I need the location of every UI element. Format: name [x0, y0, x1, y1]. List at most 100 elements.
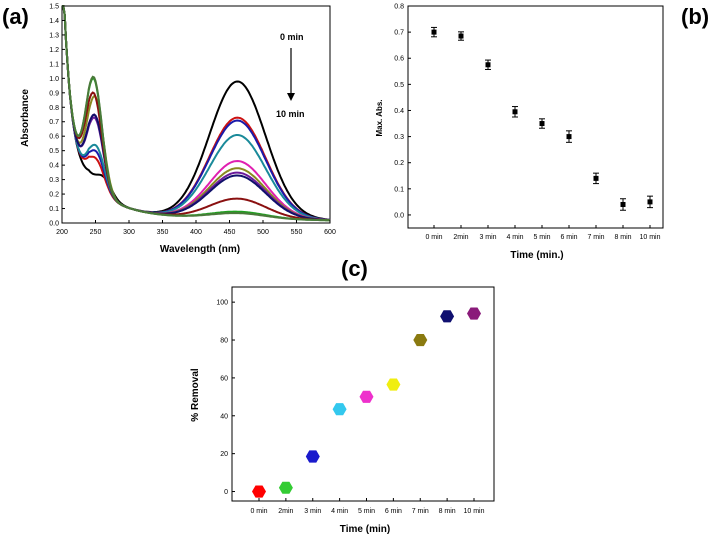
chart-c-xtick-label: 3 min — [304, 508, 321, 515]
chart-b-point — [431, 29, 437, 35]
chart-a-annotation-bottom: 10 min — [276, 109, 305, 119]
chart-b-xtick-label: 4 min — [506, 234, 523, 241]
chart-b-point — [593, 175, 599, 181]
chart-b: 0.0 0.1 0.2 0.3 0.4 0.5 0.6 0.7 0.8 0 min 2min 3 m… — [375, 4, 664, 261]
chart-c-xtick-label: 6 min — [385, 508, 402, 515]
chart-a-xtick-label: 400 — [190, 229, 202, 236]
chart-b-point — [620, 201, 626, 207]
chart-a-ytick-label: 0.4 — [49, 163, 59, 170]
chart-c-xtick-label: 2min — [278, 508, 293, 515]
chart-b-xtick-label: 3 min — [479, 234, 496, 241]
chart-c-ytick-label: 20 — [220, 451, 228, 458]
chart-c-xtick-label: 8 min — [439, 508, 456, 515]
chart-a-xtick-label: 550 — [291, 229, 303, 236]
chart-c-x-ticks: 0 min 2min 3 min 4 min 5 min 6 min 7 min 8 min 1… — [250, 498, 485, 515]
chart-b-point — [512, 109, 518, 115]
chart-c-point — [440, 310, 455, 323]
chart-a-arrow-head — [287, 93, 295, 101]
chart-c-point — [467, 307, 481, 320]
chart-a-ytick-label: 1.0 — [49, 76, 59, 83]
chart-a-xtick-label: 600 — [324, 229, 336, 236]
chart-c-ytick-label: 40 — [220, 413, 228, 420]
chart-b-x-ticks: 0 min 2min 3 min 4 min 5 min 6 min 7 min 8 min 1… — [425, 225, 661, 241]
chart-a-series-line — [62, 5, 331, 221]
chart-b-ytick-label: 0.5 — [394, 82, 404, 89]
panel-label-c: (c) — [341, 256, 368, 281]
chart-a-xtick-label: 300 — [123, 229, 135, 236]
panel-label-a: (a) — [2, 4, 29, 29]
chart-b-xtick-label: 10 min — [639, 234, 660, 241]
chart-a-series-group — [62, 5, 331, 222]
chart-c-point — [359, 390, 374, 403]
chart-c-point — [413, 334, 428, 347]
chart-a-ytick-label: 1.5 — [49, 4, 59, 11]
panel-label-b: (b) — [681, 4, 709, 29]
chart-b-points — [431, 26, 653, 211]
chart-b-ytick-label: 0.7 — [394, 30, 404, 37]
chart-a-annotation-top: 0 min — [280, 32, 304, 42]
chart-a-ytick-label: 0.2 — [49, 192, 59, 199]
chart-a-xtick-label: 200 — [56, 229, 68, 236]
chart-b-xtick-label: 0 min — [425, 234, 442, 241]
chart-c: 0 20 40 60 80 100 0 min 2min 3 min 4 min 5 min 6 m… — [190, 286, 495, 535]
chart-a-ytick-label: 0.6 — [49, 134, 59, 141]
chart-a-ytick-label: 0.7 — [49, 119, 59, 126]
chart-c-y-ticks: 0 20 40 60 80 100 — [216, 300, 235, 496]
chart-a-ytick-label: 1.2 — [49, 47, 59, 54]
chart-b-point — [539, 121, 545, 127]
chart-c-xtick-label: 10 min — [463, 508, 484, 515]
chart-c-ytick-label: 100 — [216, 300, 228, 307]
chart-c-xtick-label: 5 min — [358, 508, 375, 515]
chart-b-point — [566, 134, 572, 140]
chart-a-ytick-label: 0.0 — [49, 221, 59, 228]
chart-c-xtick-label: 7 min — [412, 508, 429, 515]
chart-c-point — [252, 485, 266, 498]
chart-b-xtick-label: 7 min — [587, 234, 604, 241]
chart-a-xtick-label: 500 — [257, 229, 269, 236]
chart-b-ylabel: Max. Abs. — [375, 99, 384, 136]
chart-a-ytick-label: 0.8 — [49, 105, 59, 112]
chart-a-x-ticks: 200 250 300 350 400 450 500 550 600 — [56, 220, 336, 236]
chart-b-point — [485, 62, 491, 68]
chart-a: 0.0 0.1 0.2 0.3 0.4 0.5 0.6 0.7 0.8 0.9 1.0 1.1 1.2 1… — [20, 4, 336, 256]
chart-b-frame — [407, 5, 664, 229]
chart-c-point — [305, 450, 320, 463]
chart-a-xlabel: Wavelength (nm) — [160, 244, 240, 255]
chart-a-xtick-label: 350 — [157, 229, 169, 236]
chart-c-xtick-label: 0 min — [250, 508, 267, 515]
chart-c-point — [278, 481, 293, 494]
chart-c-points — [252, 307, 481, 498]
chart-b-ytick-label: 0.1 — [394, 186, 404, 193]
chart-b-point — [458, 33, 464, 39]
chart-b-xtick-label: 5 min — [533, 234, 550, 241]
chart-c-ytick-label: 60 — [220, 375, 228, 382]
chart-a-ytick-label: 1.1 — [49, 61, 59, 68]
chart-b-xlabel: Time (min.) — [510, 250, 563, 261]
chart-c-ytick-label: 0 — [224, 489, 228, 496]
chart-c-ylabel: % Removal — [190, 368, 201, 422]
chart-b-xtick-label: 6 min — [560, 234, 577, 241]
chart-b-ytick-label: 0.4 — [394, 108, 404, 115]
chart-b-xtick-label: 2min — [453, 234, 468, 241]
chart-c-point — [332, 403, 347, 416]
chart-b-y-ticks: 0.0 0.1 0.2 0.3 0.4 0.5 0.6 0.7 0.8 — [394, 4, 411, 219]
chart-c-xtick-label: 4 min — [331, 508, 348, 515]
chart-a-xtick-label: 250 — [90, 229, 102, 236]
chart-c-frame — [231, 286, 495, 502]
chart-a-ytick-label: 1.4 — [49, 18, 59, 25]
chart-a-ytick-label: 1.3 — [49, 32, 59, 39]
chart-b-ytick-label: 0.6 — [394, 56, 404, 63]
chart-c-ytick-label: 80 — [220, 338, 228, 345]
chart-a-y-ticks: 0.0 0.1 0.2 0.3 0.4 0.5 0.6 0.7 0.8 0.9 1.0 1.1 1.2 1… — [49, 4, 65, 228]
chart-b-ytick-label: 0.0 — [394, 212, 404, 219]
chart-a-ytick-label: 0.3 — [49, 177, 59, 184]
chart-b-ytick-label: 0.2 — [394, 160, 404, 167]
chart-b-xtick-label: 8 min — [614, 234, 631, 241]
chart-a-ytick-label: 0.9 — [49, 90, 59, 97]
chart-a-xtick-label: 450 — [224, 229, 236, 236]
chart-b-ytick-label: 0.3 — [394, 134, 404, 141]
chart-c-xlabel: Time (min) — [340, 524, 390, 535]
chart-c-point — [386, 378, 401, 391]
chart-a-ylabel: Absorbance — [20, 89, 31, 147]
